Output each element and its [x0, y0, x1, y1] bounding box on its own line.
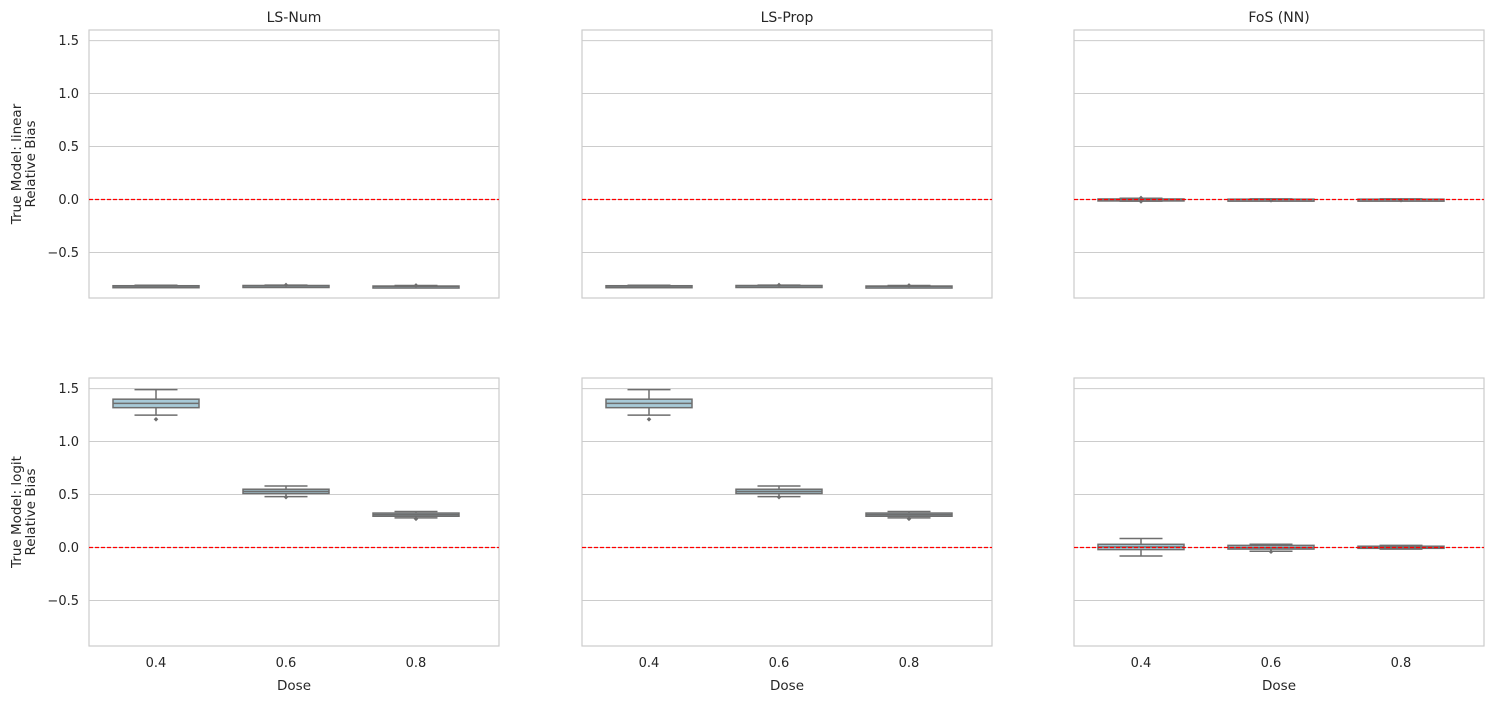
flier-point — [646, 417, 652, 422]
x-tick-label: 0.6 — [769, 656, 790, 671]
panel-5: 0.4 0.6 0.8 Dose — [581, 377, 993, 694]
flier-point — [283, 282, 289, 288]
x-axis-label: Dose — [277, 678, 311, 694]
flier-point — [1268, 198, 1274, 203]
panel-2: LS-Prop — [581, 10, 993, 299]
box-0.8 — [1357, 197, 1445, 203]
box-0.6 — [735, 282, 823, 289]
x-tick-label: 0.6 — [276, 656, 297, 671]
y-axis-label: Relative Bias — [23, 120, 39, 207]
y-tick-label: 1.0 — [58, 87, 79, 102]
box-0.8 — [865, 283, 953, 289]
axes-frame — [1073, 29, 1485, 299]
flier-point — [776, 494, 782, 500]
x-tick-label: 0.8 — [406, 656, 427, 671]
y-tick-label: 1.5 — [58, 34, 79, 49]
box-0.4 — [605, 284, 693, 289]
y-tick-label: 0.0 — [58, 193, 79, 208]
flier-point — [776, 282, 782, 288]
y-tick-label: 1.5 — [58, 382, 79, 397]
x-axis-label: Dose — [1262, 678, 1296, 694]
flier-point — [153, 417, 159, 422]
y-tick-label: 0.0 — [58, 541, 79, 556]
y-tick-label: −0.5 — [47, 594, 79, 609]
box-0.6 — [242, 485, 330, 500]
x-tick-label: 0.4 — [146, 656, 167, 671]
box-0.6 — [735, 485, 823, 500]
x-tick-label: 0.8 — [899, 656, 920, 671]
panel-title: LS-Prop — [761, 10, 814, 26]
panel-4: −0.5 0.0 0.5 1.0 1.5 0.4 0.6 0.8 Dose True Model:… — [9, 377, 500, 694]
x-tick-label: 0.4 — [639, 656, 660, 671]
y-tick-label: −0.5 — [47, 246, 79, 261]
flier-point — [283, 494, 289, 500]
box-0.6 — [1227, 543, 1315, 555]
y-tick-label: 1.0 — [58, 435, 79, 450]
flier-point — [906, 283, 912, 288]
axes-frame — [88, 377, 500, 647]
box-0.8 — [372, 510, 460, 522]
panel-1: −0.5 0.0 0.5 1.0 1.5 LS-Num True Model: linear… — [9, 10, 500, 299]
x-tick-label: 0.6 — [1261, 656, 1282, 671]
axes-frame — [581, 377, 993, 647]
panel-title: LS-Num — [267, 10, 322, 26]
y-tick-label: 0.5 — [58, 488, 79, 503]
flier-point — [1138, 199, 1144, 204]
y-axis-label: True Model: linear — [9, 103, 25, 225]
x-tick-label: 0.8 — [1391, 656, 1412, 671]
box-0.6 — [1227, 198, 1315, 203]
x-axis-label: Dose — [770, 678, 804, 694]
panel-title: FoS (NN) — [1248, 10, 1309, 26]
box-0.8 — [372, 283, 460, 289]
axes-frame — [581, 29, 993, 299]
box-0.4 — [605, 388, 693, 422]
flier-point — [413, 516, 419, 522]
axes-frame — [88, 29, 500, 299]
flier-point — [1138, 195, 1144, 201]
flier-point — [1268, 549, 1274, 555]
box-0.4 — [112, 284, 200, 289]
panel-3: FoS (NN) — [1073, 10, 1485, 299]
box-0.6 — [242, 282, 330, 289]
box-0.8 — [865, 510, 953, 522]
y-axis-label: True Model: logit — [9, 456, 25, 569]
y-tick-label: 0.5 — [58, 140, 79, 155]
panel-6: 0.4 0.6 0.8 Dose — [1073, 377, 1485, 694]
x-tick-label: 0.4 — [1131, 656, 1152, 671]
y-axis-label: Relative Bias — [23, 468, 39, 555]
flier-point — [413, 283, 419, 288]
axes-frame — [1073, 377, 1485, 647]
flier-point — [906, 516, 912, 522]
box-0.4 — [112, 388, 200, 422]
